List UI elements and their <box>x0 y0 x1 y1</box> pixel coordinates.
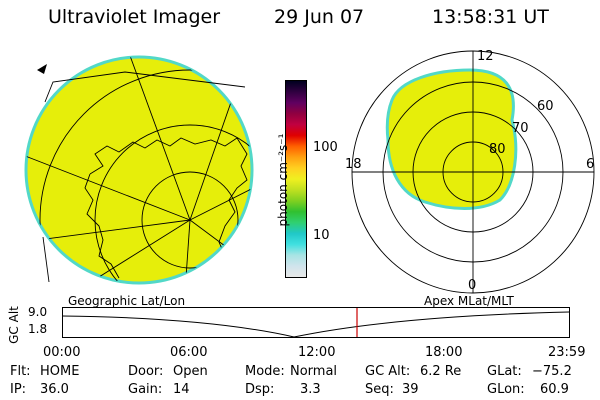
status-dsp-value: 3.3 <box>300 382 321 397</box>
colorbar <box>285 80 307 278</box>
status-glat-value: −75.2 <box>532 364 572 379</box>
north-arrow-icon <box>37 64 47 74</box>
mlt-label-0: 0 <box>468 278 476 293</box>
status-door-value: Open <box>173 364 208 379</box>
status-flt-label: Flt: <box>10 364 31 379</box>
status-flt-value: HOME <box>40 364 80 379</box>
timeline-xtick-4: 23:59 <box>548 345 586 360</box>
lat-label-80: 80 <box>489 142 506 157</box>
polar-plot: 60 70 80 12 18 6 0 <box>345 49 595 294</box>
status-gcalt-label: GC Alt: <box>365 364 411 379</box>
timeline-xtick-0: 00:00 <box>43 345 81 360</box>
timeline-right-label: Apex MLat/MLT <box>424 294 514 308</box>
status-glon-label: GLon: <box>487 382 525 397</box>
timeline-ytick-bottom: 1.8 <box>28 322 48 336</box>
mlt-label-18: 18 <box>345 157 362 172</box>
status-gain-label: Gain: <box>128 382 163 397</box>
lat-label-60: 60 <box>537 99 554 114</box>
status-dsp-label: Dsp: <box>245 382 275 397</box>
status-glon-value: 60.9 <box>540 382 569 397</box>
timeline-ylabel: GC Alt <box>7 306 21 344</box>
status-gcalt-value: 6.2 Re <box>420 364 462 379</box>
aurora-oval <box>385 68 518 210</box>
status-mode-value: Normal <box>290 364 338 379</box>
status-mode-label: Mode: <box>245 364 285 379</box>
timeline-ytick-top: 9.0 <box>28 305 48 319</box>
timeline-xtick-1: 06:00 <box>170 345 208 360</box>
status-seq-label: Seq: <box>365 382 394 397</box>
timeline-xtick-3: 18:00 <box>425 345 463 360</box>
timeline-xtick-2: 12:00 <box>298 345 336 360</box>
altitude-timeline <box>61 307 570 338</box>
altitude-curve <box>61 311 570 338</box>
status-door-label: Door: <box>128 364 164 379</box>
time-label: 13:58:31 UT <box>432 6 549 28</box>
mlt-label-6: 6 <box>586 157 594 172</box>
colorbar-unit-label: photon cm⁻²s⁻¹ <box>276 133 290 227</box>
colorbar-tick-100: 100 <box>313 140 338 155</box>
date-label: 29 Jun 07 <box>274 6 365 28</box>
status-seq-value: 39 <box>402 382 419 397</box>
colorbar-tick-10: 10 <box>313 228 330 243</box>
mlt-label-12: 12 <box>477 49 494 64</box>
timeline-left-label: Geographic Lat/Lon <box>68 294 186 308</box>
app-title: Ultraviolet Imager <box>48 6 221 28</box>
geographic-image <box>24 55 254 285</box>
lat-label-70: 70 <box>512 121 529 136</box>
status-ip-value: 36.0 <box>40 382 69 397</box>
status-gain-value: 14 <box>173 382 190 397</box>
status-ip-label: IP: <box>10 382 27 397</box>
aurora-disk <box>24 55 254 285</box>
status-glat-label: GLat: <box>487 364 522 379</box>
